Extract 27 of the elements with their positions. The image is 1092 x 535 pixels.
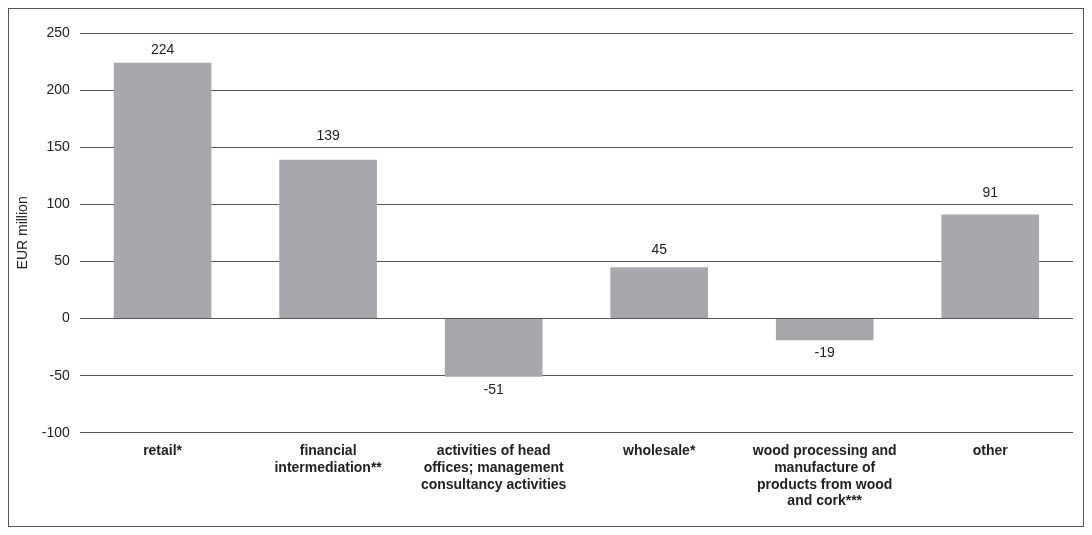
data-label: -51 bbox=[483, 380, 504, 397]
y-tick-label: 100 bbox=[46, 195, 71, 212]
y-tick-label: -100 bbox=[41, 423, 71, 440]
y-tick-label: 0 bbox=[62, 309, 71, 326]
bar bbox=[941, 214, 1040, 319]
bar bbox=[775, 319, 874, 341]
x-tick-label: wholesale* bbox=[621, 442, 696, 459]
x-tick-label: retail* bbox=[143, 442, 183, 459]
y-axis-title: EUR million bbox=[14, 196, 31, 270]
x-tick-label: wood processing and manufacture of products from wood and cork*** bbox=[751, 442, 897, 509]
x-tick-label: financial intermediation** bbox=[274, 442, 383, 475]
x-tick-label: activities of head offices; management consultancy activities bbox=[420, 442, 567, 492]
bar bbox=[113, 62, 212, 319]
y-tick-label: 200 bbox=[46, 80, 71, 97]
data-label: 45 bbox=[651, 241, 668, 258]
data-label: 224 bbox=[150, 40, 175, 57]
x-tick-label: other bbox=[972, 442, 1009, 459]
y-tick-label: -50 bbox=[49, 366, 71, 383]
data-label: 139 bbox=[316, 127, 341, 144]
bar bbox=[610, 267, 709, 319]
y-tick-label: 150 bbox=[46, 138, 71, 155]
bar bbox=[279, 159, 377, 319]
data-label: -19 bbox=[814, 344, 836, 361]
y-tick-label: 50 bbox=[54, 252, 71, 269]
y-tick-label: 250 bbox=[46, 23, 71, 40]
data-label: 91 bbox=[982, 184, 999, 201]
bar bbox=[444, 319, 543, 377]
